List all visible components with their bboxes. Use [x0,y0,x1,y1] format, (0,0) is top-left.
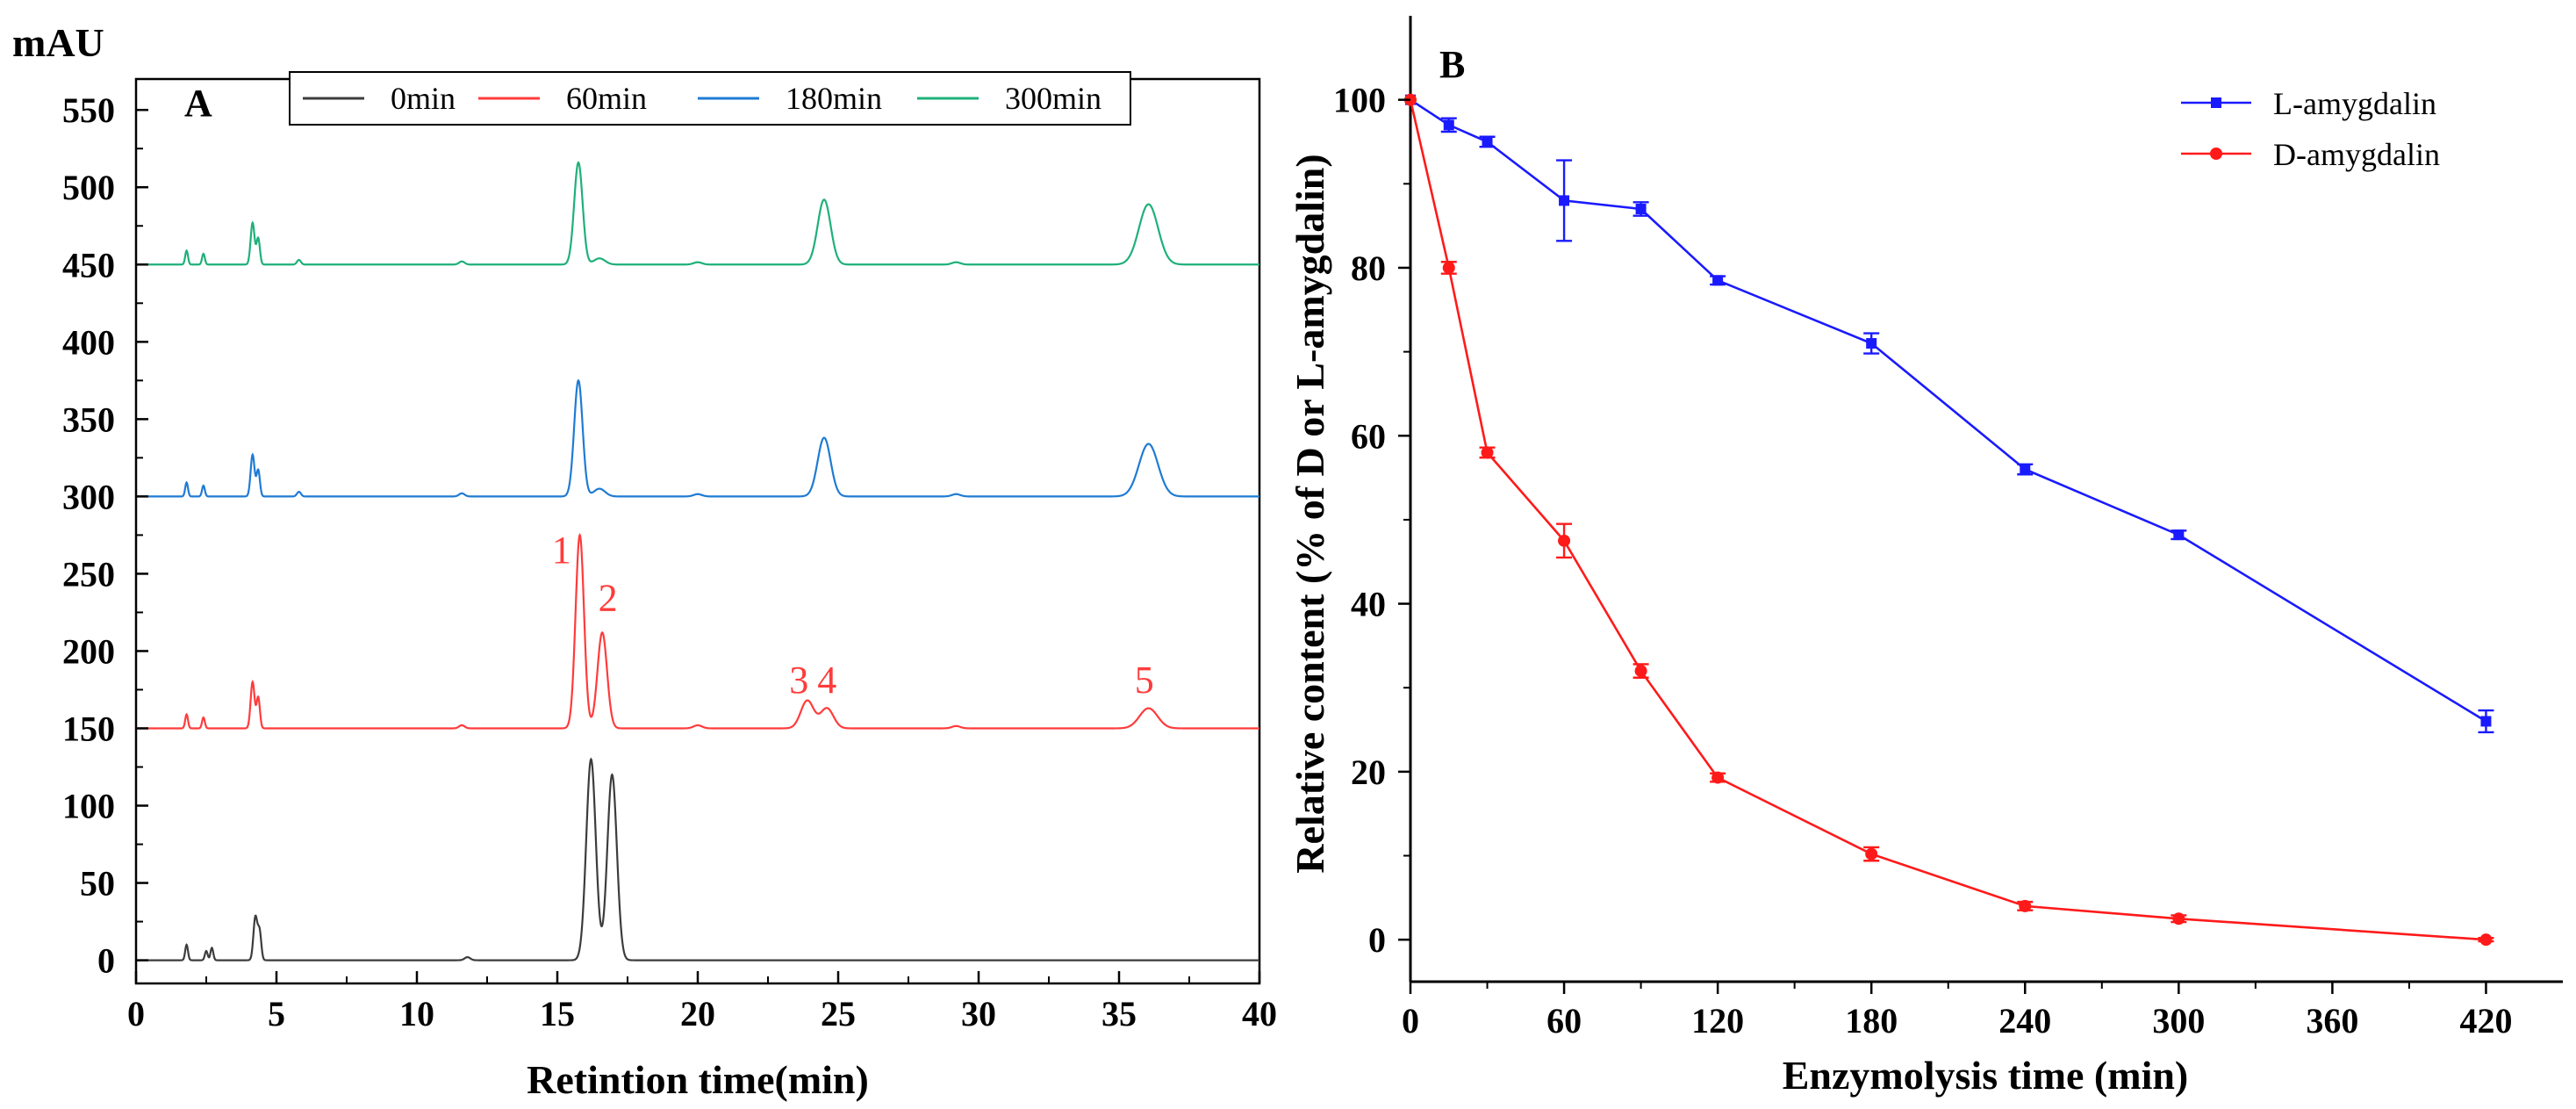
x-tick-label: 0 [127,994,145,1033]
x-tick-label: 240 [1998,1001,2051,1041]
data-point-D-amygdalin [1711,771,1725,784]
peak-number-label: 5 [1135,659,1154,702]
x-tick-label: 30 [961,994,996,1033]
panel-b-relative-content: B 0 60 120 180 240 300 360 420 0 20 40 60 80 100 Enz… [1288,16,2563,1098]
data-point-L-amygdalin [1443,119,1454,131]
data-point-D-amygdalin [1442,261,1455,274]
x-tick-label: 40 [1242,994,1277,1033]
peak-number-label: 2 [599,577,618,620]
y-tick-label: 60 [1351,416,1386,456]
x-tick-label: 10 [399,994,434,1033]
panel-b-y-ticks: 0 20 40 60 80 100 [1333,81,1410,960]
peak-number-label: 1 [552,529,571,572]
y-tick-label: 450 [62,245,115,284]
data-point-D-amygdalin [1634,665,1647,678]
peak-number-label: 3 [789,659,808,702]
y-tick-label: 80 [1351,248,1386,288]
trace-180min [136,378,1259,498]
data-point-D-amygdalin [2172,912,2185,925]
legend-marker-L-amygdalin [2211,97,2221,108]
y-tick-label: 0 [1368,920,1386,960]
x-tick-label: 300 [2152,1001,2205,1041]
data-point-D-amygdalin [2479,933,2493,947]
y-tick-label: 400 [62,322,115,362]
x-tick-label: 360 [2306,1001,2358,1041]
data-point-D-amygdalin [1558,534,1571,547]
x-tick-label: 5 [268,994,285,1033]
trace-0min [136,757,1259,961]
y-tick-label: 550 [62,90,115,130]
y-tick-label: 250 [62,554,115,594]
x-tick-label: 25 [821,994,856,1033]
data-point-L-amygdalin [2480,716,2492,727]
y-tick-label: 150 [62,709,115,748]
y-tick-label: 200 [62,631,115,671]
legend-label-0min: 0min [391,81,456,116]
panel-a-legend: 0min 60min 180min 300min [289,71,1131,126]
data-point-L-amygdalin [1635,204,1647,214]
y-tick-label: 100 [1333,81,1386,120]
panel-b-label: B [1439,43,1465,86]
y-tick-label: 20 [1351,753,1386,792]
y-tick-label: 0 [97,941,115,981]
x-tick-label: 15 [540,994,575,1033]
y-tick-label: 500 [62,168,115,207]
series-line-L-amygdalin [1410,98,2487,723]
legend-label-D-amygdalin: D-amygdalin [2273,137,2440,172]
panel-b-y-axis-title: Relative content (% of D or L-amygdalin) [1288,154,1332,873]
trace-300min [136,161,1259,266]
x-tick-label: 0 [1402,1001,1419,1041]
legend-marker-D-amygdalin [2210,148,2222,160]
data-point-D-amygdalin [1481,446,1494,459]
data-point-L-amygdalin [1559,195,1570,206]
data-point-D-amygdalin [1865,847,1878,861]
x-tick-label: 120 [1691,1001,1744,1041]
y-tick-label: 350 [62,400,115,439]
data-point-L-amygdalin [1712,275,1724,286]
y-tick-label: 300 [62,477,115,516]
panel-a-x-ticks: 0 5 10 15 20 25 30 35 40 [127,971,1277,1033]
legend-label-60min: 60min [566,81,647,116]
x-tick-label: 60 [1546,1001,1582,1041]
panel-b-x-ticks: 0 60 120 180 240 300 360 420 [1402,982,2512,1041]
trace-60min [136,533,1259,730]
panel-a-chromatogram: mAU A 12 3 4 5 0 5 10 15 20 25 30 35 40 0 50 100 150 20… [12,20,1277,1102]
data-point-D-amygdalin [2019,899,2032,912]
panel-a-frame [134,77,1261,985]
y-tick-label: 40 [1351,585,1386,624]
peak-number-label: 4 [817,659,836,702]
data-point-L-amygdalin [2020,464,2031,475]
data-point-L-amygdalin [1866,338,1877,349]
data-point-L-amygdalin [1482,136,1493,148]
legend-label-L-amygdalin: L-amygdalin [2273,86,2436,121]
x-tick-label: 180 [1845,1001,1898,1041]
series-line-D-amygdalin [1409,99,2486,941]
panel-b-series [1404,93,2494,947]
panel-b-legend: L-amygdalin D-amygdalin [2181,86,2440,172]
x-tick-label: 35 [1101,994,1137,1033]
panel-a-peak-labels: 12 3 4 5 [552,529,1154,702]
panel-a-label: A [184,82,212,125]
legend-label-180min: 180min [786,81,882,116]
x-tick-label: 20 [680,994,715,1033]
panel-a-x-axis-title: Retintion time(min) [527,1057,869,1102]
panel-a-traces [136,161,1259,961]
y-tick-label: 100 [62,787,115,826]
panel-a-unit-label: mAU [12,20,104,65]
panel-b-x-axis-title: Enzymolysis time (min) [1783,1053,2189,1098]
y-tick-label: 50 [80,864,115,904]
legend-label-300min: 300min [1005,81,1101,116]
x-tick-label: 420 [2459,1001,2512,1041]
data-point-L-amygdalin [2173,529,2185,541]
panel-a-y-ticks: 0 50 100 150 200 250 300 350 400 450 500 550 [62,90,148,981]
